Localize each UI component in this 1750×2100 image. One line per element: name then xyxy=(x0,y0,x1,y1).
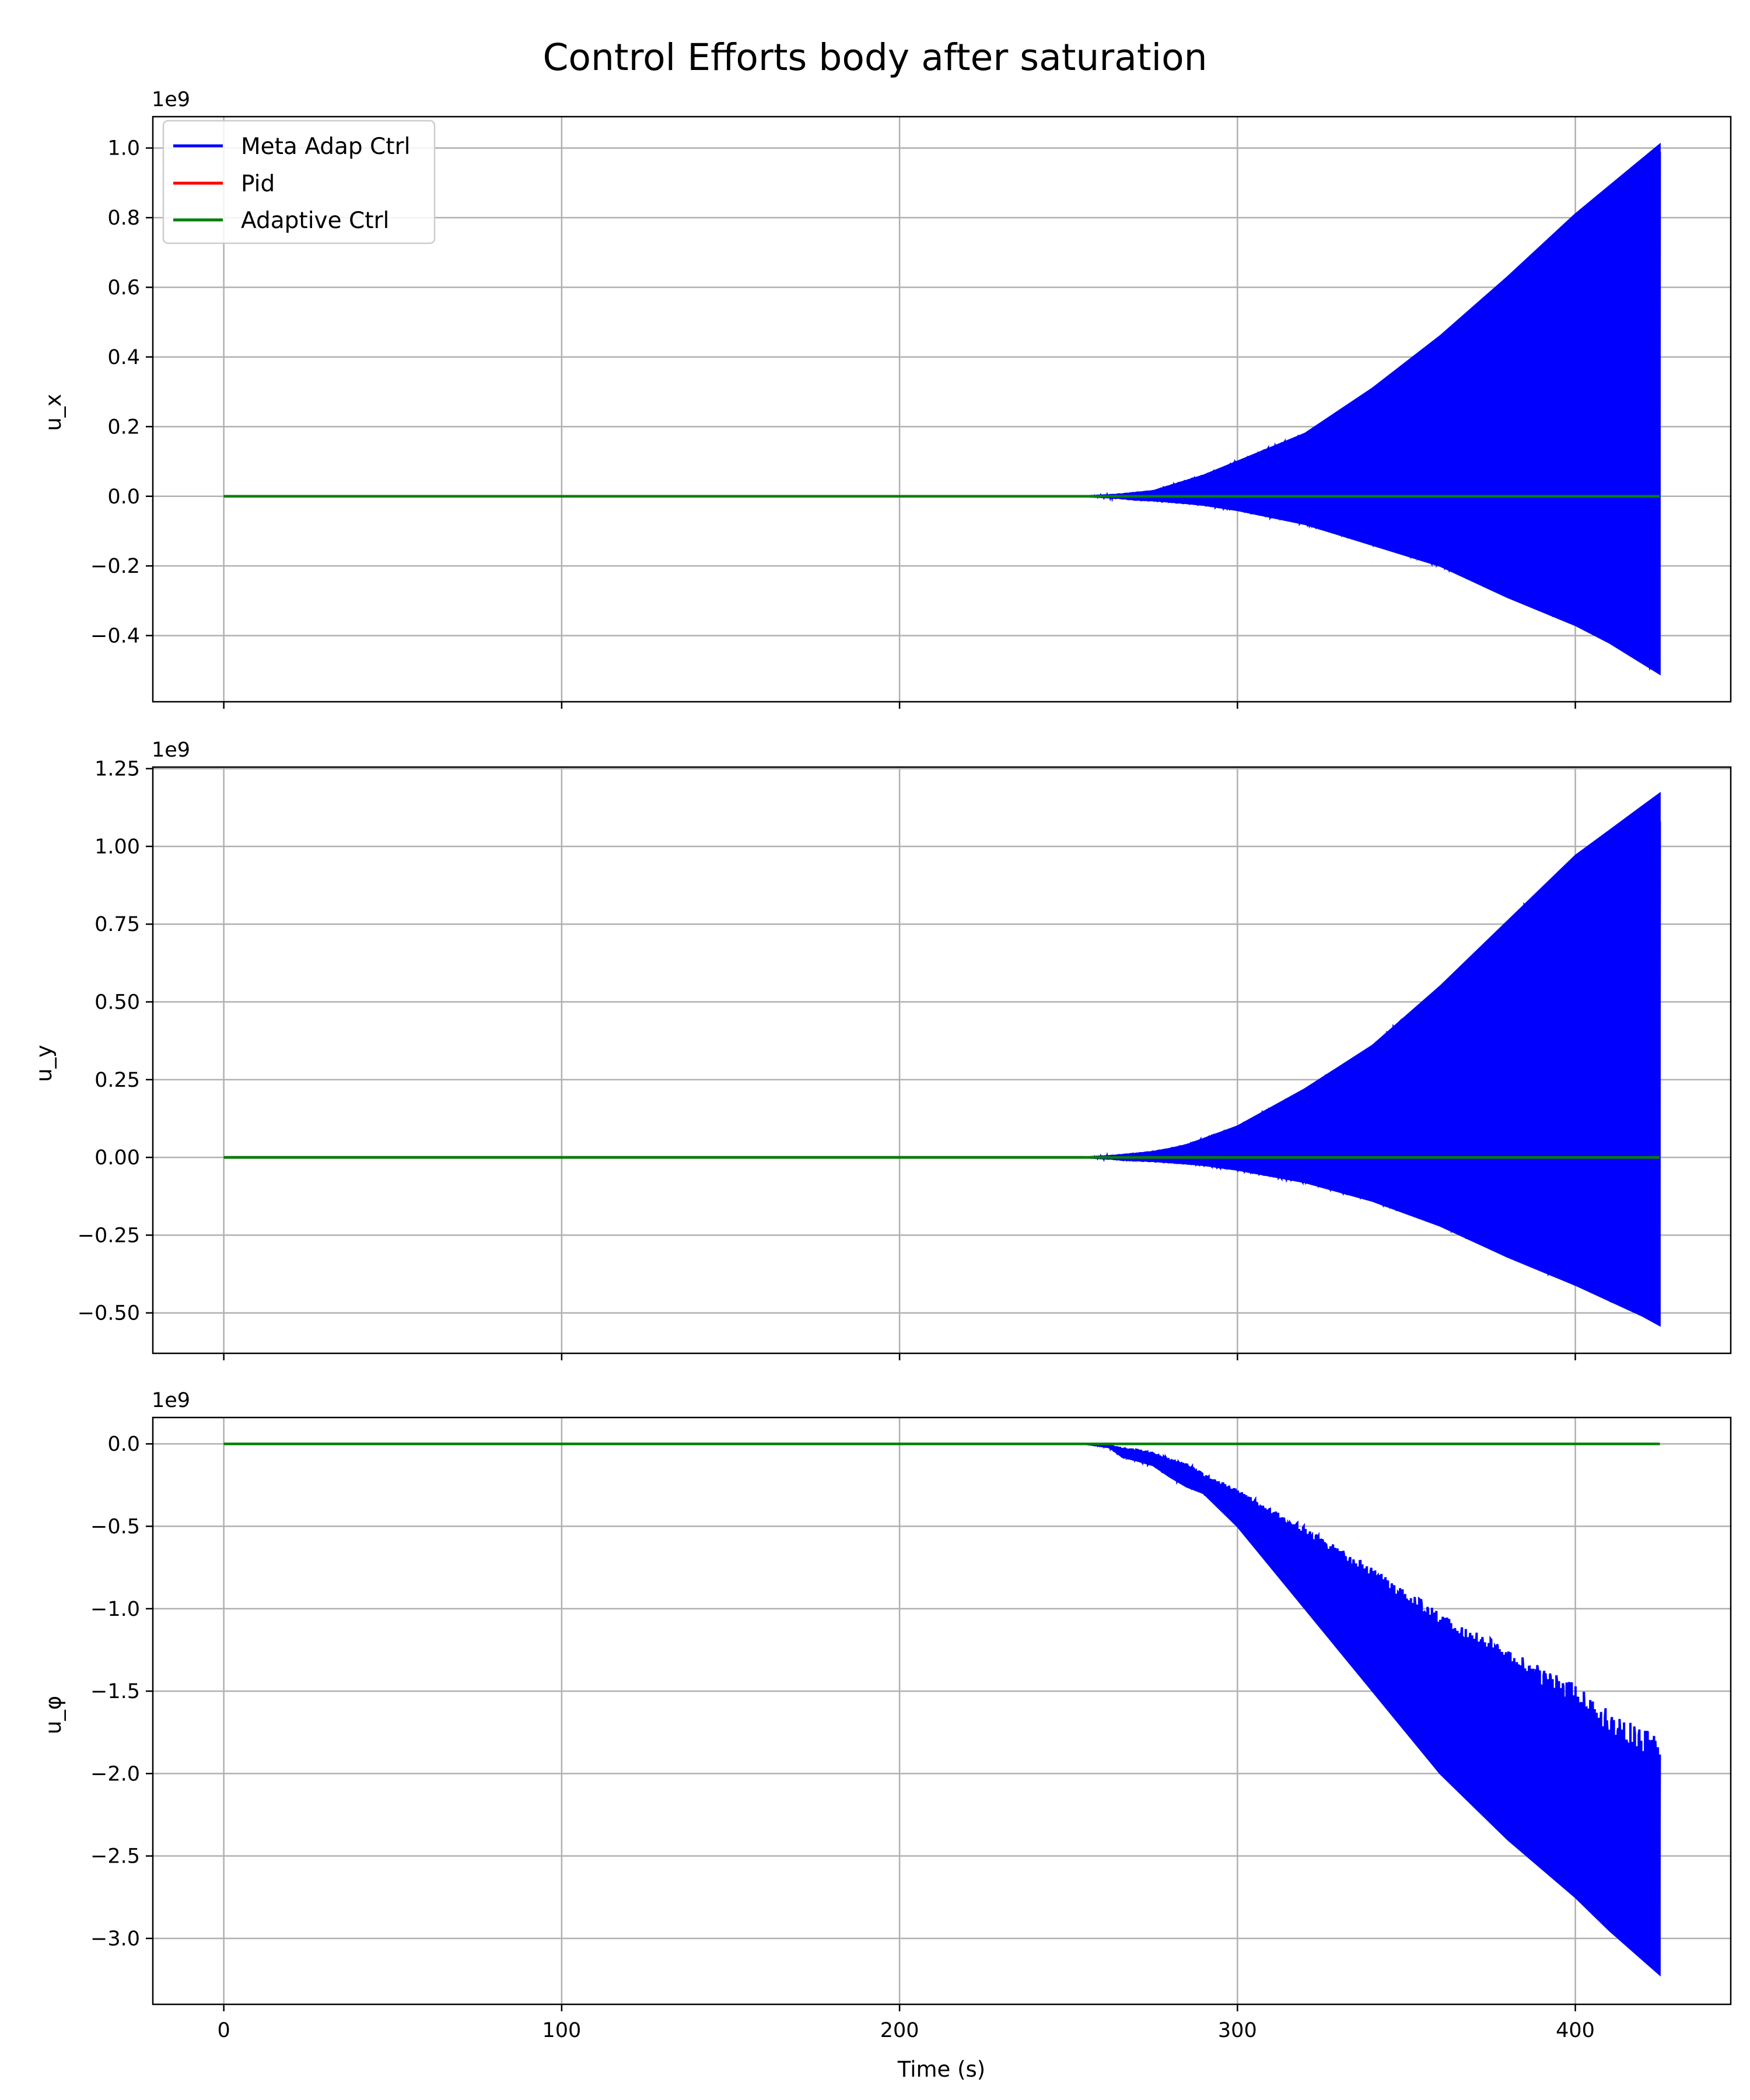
y-tick-label: 0.75 xyxy=(94,913,140,936)
y-tick-label: −2.0 xyxy=(90,1762,140,1786)
x-tick-label: 100 xyxy=(542,2019,581,2042)
y-axis-label-u-phi: u_φ xyxy=(41,1696,66,1734)
y-tick-label: −0.4 xyxy=(90,625,140,648)
legend-label-meta-adap-ctrl: Meta Adap Ctrl xyxy=(241,134,410,160)
series-oscillation-meta-adap-ctrl xyxy=(1085,798,1661,1325)
y-tick-label: 0.4 xyxy=(107,346,140,369)
y-axis-label-u-y: u_y xyxy=(32,1045,57,1082)
legend: Meta Adap Ctrl Pid Adaptive Ctrl xyxy=(162,120,436,244)
y-offset-label-u-x: 1e9 xyxy=(152,88,190,111)
y-offset-label-u-y: 1e9 xyxy=(152,738,190,762)
legend-box xyxy=(162,120,436,244)
y-tick-label: 0.00 xyxy=(94,1146,140,1170)
panel-u-x: 1e9 u_x 1.0 0.8 0.6 0.4 0.2 0.0 −0.2 −0.4 xyxy=(41,88,1732,709)
panel-u-phi: 1e9 u_φ 0.0 −0.5 −1.0 −1.5 −2.0 −2.5 −3.0 0 100 2… xyxy=(41,1389,1732,2042)
y-tick-label: −0.25 xyxy=(78,1224,140,1247)
x-tick-label: 0 xyxy=(217,2019,230,2042)
x-tick-label: 200 xyxy=(880,2019,919,2042)
y-tick-label: −0.50 xyxy=(78,1302,140,1325)
y-tick-label: 0.8 xyxy=(107,206,140,230)
y-tick-label: −1.5 xyxy=(90,1680,140,1703)
y-tick-label: −0.2 xyxy=(90,555,140,578)
x-axis-label: Time (s) xyxy=(897,2057,985,2082)
axes-frame-u-x xyxy=(152,116,1732,703)
panel-u-y: 1e9 u_y 1.25 1.00 0.75 0.50 0.25 0.00 −0.25 −0.… xyxy=(32,738,1732,1360)
y-tick-label: 1.25 xyxy=(94,758,140,781)
y-tick-label: −1.0 xyxy=(90,1598,140,1621)
y-offset-label-u-phi: 1e9 xyxy=(152,1389,190,1412)
y-tick-label: 0.6 xyxy=(107,276,140,300)
plot-area-u-y xyxy=(223,792,1661,1327)
axes-frame-u-phi xyxy=(152,1416,1732,2006)
legend-label-pid: Pid xyxy=(241,171,275,197)
legend-label-adaptive-ctrl: Adaptive Ctrl xyxy=(241,208,389,234)
plot-area-u-phi xyxy=(223,1442,1661,1977)
figure-title: Control Efforts body after saturation xyxy=(542,36,1207,79)
y-tick-label: 0.0 xyxy=(107,485,140,509)
x-tick-label: 400 xyxy=(1556,2019,1595,2042)
y-tick-label: 1.0 xyxy=(107,137,140,160)
series-oscillation-meta-adap-ctrl xyxy=(1085,152,1661,671)
y-axis-label-u-x: u_x xyxy=(41,394,66,431)
y-tick-label: 1.00 xyxy=(94,835,140,859)
series-oscillation-meta-adap-ctrl xyxy=(1085,1442,1661,1966)
y-tick-label: −2.5 xyxy=(90,1845,140,1868)
plot-area-u-x xyxy=(223,142,1661,676)
y-tick-label: 0.25 xyxy=(94,1069,140,1092)
y-tick-label: −0.5 xyxy=(90,1516,140,1539)
y-tick-label: 0.2 xyxy=(107,415,140,439)
y-tick-label: 0.0 xyxy=(107,1433,140,1456)
x-tick-label: 300 xyxy=(1218,2019,1257,2042)
y-tick-label: −3.0 xyxy=(90,1927,140,1951)
axes-frame-u-y xyxy=(152,766,1732,1354)
y-tick-label: 0.50 xyxy=(94,991,140,1014)
